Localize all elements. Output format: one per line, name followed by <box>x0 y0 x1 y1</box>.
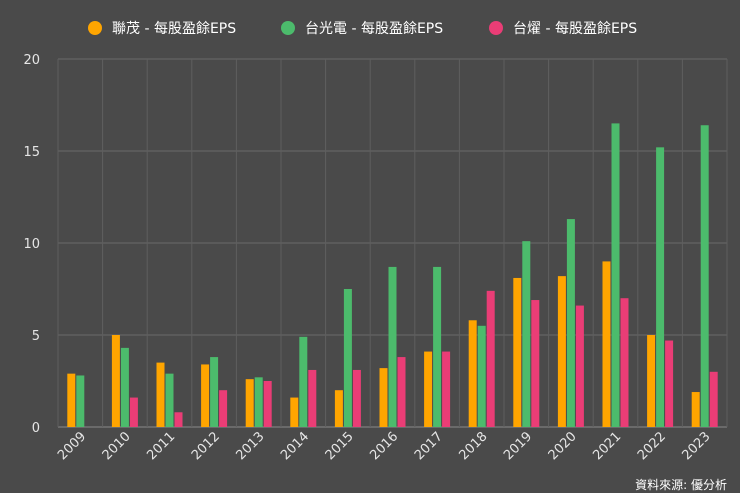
bar-2022-s2 <box>665 340 674 427</box>
x-tick-label-2015: 2015 <box>323 429 357 463</box>
bar-2015-s2 <box>352 369 361 427</box>
bar-2022-s0 <box>647 335 656 427</box>
x-tick-label-2019: 2019 <box>501 429 535 463</box>
bar-2014-s0 <box>290 397 299 427</box>
source-note: 資料來源: 優分析 <box>635 478 727 492</box>
bar-2011-s0 <box>156 362 165 427</box>
legend-label-2: 台燿 - 每股盈餘EPS <box>513 20 637 37</box>
bar-2015-s0 <box>334 390 343 427</box>
bar-2018-s1 <box>477 325 486 427</box>
x-tick-label-2009: 2009 <box>55 429 89 463</box>
y-tick-label: 15 <box>23 145 40 160</box>
legend: 聯茂 - 每股盈餘EPS 台光電 - 每股盈餘EPS 台燿 - 每股盈餘EPS <box>88 20 637 37</box>
bar-2013-s0 <box>245 379 254 427</box>
bar-2016-s0 <box>379 368 388 427</box>
grid-lines <box>57 58 728 428</box>
bar-2023-s0 <box>691 392 700 427</box>
legend-label-1: 台光電 - 每股盈餘EPS <box>305 20 443 37</box>
x-tick-label-2023: 2023 <box>680 429 714 463</box>
x-tick-label-2013: 2013 <box>234 429 268 463</box>
legend-marker-2 <box>489 21 503 35</box>
x-tick-label-2017: 2017 <box>412 429 446 463</box>
bar-2017-s1 <box>433 266 442 427</box>
legend-label-0: 聯茂 - 每股盈餘EPS <box>112 20 236 37</box>
x-tick-label-2011: 2011 <box>144 429 178 463</box>
bar-2021-s2 <box>620 298 629 427</box>
bar-2018-s2 <box>486 290 495 427</box>
y-tick-label: 10 <box>23 237 40 252</box>
x-tick-label-2022: 2022 <box>635 429 669 463</box>
bar-2019-s1 <box>522 241 531 427</box>
bar-2010-s1 <box>120 347 129 427</box>
bar-2012-s0 <box>201 364 210 427</box>
bar-2016-s1 <box>388 266 397 427</box>
bar-2020-s2 <box>575 305 584 427</box>
x-tick-label-2016: 2016 <box>367 429 401 463</box>
legend-marker-1 <box>281 21 295 35</box>
y-tick-label: 0 <box>32 421 40 436</box>
bar-2011-s2 <box>174 412 183 427</box>
bar-2013-s2 <box>263 381 272 427</box>
bar-2009-s1 <box>76 375 85 427</box>
x-tick-label-2018: 2018 <box>457 429 491 463</box>
bar-2021-s0 <box>602 261 611 427</box>
bar-2015-s1 <box>343 289 352 427</box>
bar-2023-s2 <box>709 371 718 427</box>
bar-2022-s1 <box>656 147 665 427</box>
bar-2014-s2 <box>308 369 317 427</box>
bar-2017-s2 <box>442 351 451 427</box>
bar-2018-s0 <box>468 320 477 427</box>
bar-2010-s2 <box>129 397 138 427</box>
x-tick-label-2020: 2020 <box>546 429 580 463</box>
x-tick-label-2012: 2012 <box>189 429 223 463</box>
y-tick-label: 5 <box>32 329 40 344</box>
bar-2017-s0 <box>424 351 433 427</box>
bar-2011-s1 <box>165 373 174 427</box>
bar-2010-s0 <box>111 335 120 427</box>
x-tick-label-2014: 2014 <box>278 429 312 463</box>
legend-marker-0 <box>88 21 102 35</box>
bars <box>67 123 718 428</box>
x-axis: 2009 2010 2011 2012 2013 2014 2015 2016 2017 2018… <box>55 429 713 463</box>
y-axis: 0 5 10 15 20 <box>23 53 40 436</box>
bar-2020-s1 <box>566 219 575 427</box>
bar-2013-s1 <box>254 377 263 427</box>
x-tick-label-2021: 2021 <box>590 429 624 463</box>
bar-2009-s0 <box>67 373 76 427</box>
bar-2012-s1 <box>210 357 219 427</box>
bar-2021-s1 <box>611 123 620 428</box>
bar-2023-s1 <box>700 125 709 428</box>
bar-2019-s2 <box>531 300 540 427</box>
y-tick-label: 20 <box>23 53 40 68</box>
bar-2016-s2 <box>397 357 406 427</box>
x-tick-label-2010: 2010 <box>100 429 134 463</box>
bar-2019-s0 <box>513 277 522 427</box>
bar-2020-s0 <box>557 276 566 427</box>
bar-2014-s1 <box>299 336 308 427</box>
bar-2012-s2 <box>219 390 228 427</box>
